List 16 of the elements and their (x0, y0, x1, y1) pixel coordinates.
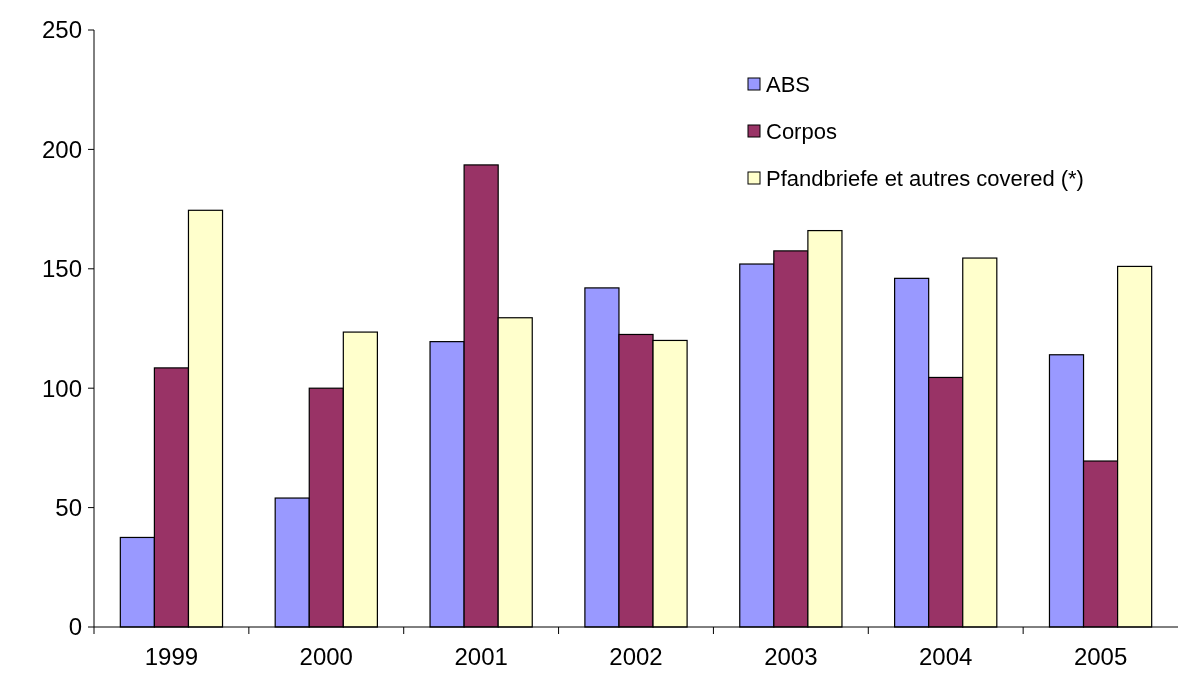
legend-label: Corpos (766, 118, 837, 144)
x-tick-label: 2004 (919, 643, 973, 670)
x-tick-label: 2000 (299, 643, 353, 670)
x-tick-label: 2001 (454, 643, 508, 670)
x-tick-label: 2005 (1073, 643, 1128, 670)
x-tick-label: 1999 (144, 643, 199, 670)
y-tick-label: 0 (68, 613, 82, 641)
legend-label: ABS (766, 71, 811, 97)
y-tick-label: 50 (55, 494, 82, 521)
x-tick-label: 2003 (764, 643, 818, 670)
y-tick-label: 150 (41, 255, 82, 283)
x-tick-label: 2002 (609, 643, 663, 670)
y-tick-label: 200 (41, 135, 82, 163)
y-tick-label: 100 (41, 374, 82, 402)
legend-label: Pfandbriefe et autres covered (*) (766, 165, 1084, 191)
y-tick-label: 250 (41, 16, 82, 44)
